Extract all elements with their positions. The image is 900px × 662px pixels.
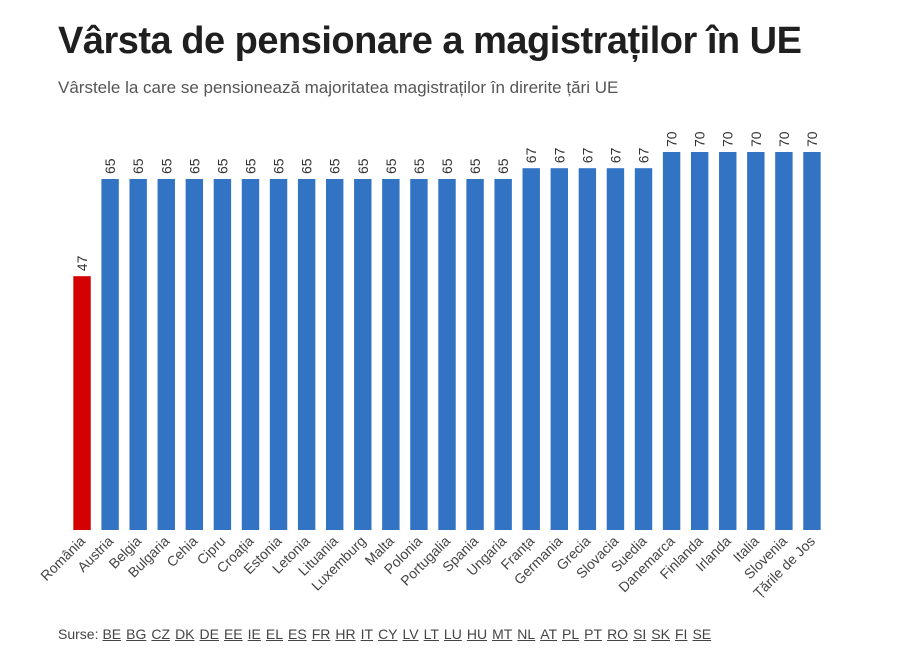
bar-value-label: 65	[214, 158, 230, 174]
bar-value-label: 67	[636, 147, 652, 163]
bar	[606, 168, 625, 530]
source-link-ro[interactable]: RO	[607, 626, 629, 642]
source-link-lu[interactable]: LU	[443, 626, 462, 642]
bar	[157, 179, 175, 530]
source-link-lt[interactable]: LT	[423, 626, 439, 642]
source-link-dk[interactable]: DK	[175, 626, 195, 642]
bar	[73, 276, 91, 530]
source-link-sk[interactable]: SK	[651, 626, 670, 642]
bar-value-label: 65	[467, 158, 483, 174]
source-link-el[interactable]: EL	[265, 626, 284, 642]
bar	[185, 179, 204, 530]
bar-value-label: 65	[411, 158, 427, 174]
bar-value-label: 70	[748, 131, 764, 147]
bar-value-label: 65	[102, 158, 118, 174]
bar-value-label: 65	[130, 158, 146, 174]
source-link-fr[interactable]: FR	[311, 626, 331, 642]
source-link-es[interactable]: ES	[288, 626, 307, 642]
bar	[410, 179, 428, 530]
bar	[719, 152, 737, 530]
bar-value-label: 65	[299, 158, 315, 174]
bar	[269, 179, 288, 530]
source-links: BE BG CZ DK DE EE IE EL ES FR HR IT CY LV LT LU HU MT NL AT…	[102, 626, 716, 642]
sources-label: Surse:	[58, 626, 99, 642]
bar-value-label: 65	[242, 158, 258, 174]
bar	[803, 152, 821, 530]
bar-value-label: 67	[607, 147, 623, 163]
source-link-mt[interactable]: MT	[492, 626, 513, 642]
chart-subtitle: Vârstele la care se pensionează majorita…	[58, 78, 619, 97]
source-link-at[interactable]: AT	[540, 626, 558, 642]
bar	[382, 179, 400, 530]
source-link-cz[interactable]: CZ	[151, 626, 171, 642]
bar	[775, 152, 793, 530]
bar-value-label: 70	[804, 131, 820, 147]
sources-footer: Surse: BE BG CZ DK DE EE IE EL ES FR HR IT CY LV LT LU HU…	[58, 626, 716, 642]
source-link-cy[interactable]: CY	[378, 626, 398, 642]
source-link-hr[interactable]: HR	[335, 626, 356, 642]
source-link-be[interactable]: BE	[102, 626, 122, 642]
source-link-ie[interactable]: IE	[247, 626, 261, 642]
source-link-pt[interactable]: PT	[584, 626, 603, 642]
source-link-hu[interactable]: HU	[466, 626, 488, 642]
bar	[241, 179, 260, 530]
bar-value-label: 65	[495, 158, 511, 174]
source-link-si[interactable]: SI	[633, 626, 647, 642]
source-link-lv[interactable]: LV	[402, 626, 419, 642]
bar	[466, 179, 484, 530]
source-link-pl[interactable]: PL	[562, 626, 580, 642]
bar	[326, 179, 344, 530]
bar-value-label: 65	[439, 158, 455, 174]
source-link-de[interactable]: DE	[199, 626, 219, 642]
source-link-fi[interactable]: FI	[674, 626, 688, 642]
bar	[213, 179, 232, 530]
bar-value-label: 67	[579, 147, 595, 163]
bar	[747, 152, 765, 530]
bar	[522, 168, 540, 530]
bar-value-label: 70	[692, 131, 708, 147]
bar	[494, 179, 512, 530]
bar	[690, 152, 709, 530]
bar-value-label: 70	[776, 131, 792, 147]
bar	[578, 168, 597, 530]
bar-value-label: 67	[523, 147, 539, 163]
source-link-nl[interactable]: NL	[517, 626, 536, 642]
bar-value-label: 70	[664, 131, 680, 147]
bar	[550, 168, 568, 530]
bar-value-label: 65	[158, 158, 174, 174]
bar	[634, 168, 653, 530]
source-link-ee[interactable]: EE	[223, 626, 243, 642]
chart-title: Vârsta de pensionare a magistraților în …	[58, 20, 802, 62]
bar-value-label: 65	[271, 158, 287, 174]
bar-value-label: 67	[551, 147, 567, 163]
source-link-bg[interactable]: BG	[126, 626, 147, 642]
bar	[438, 179, 456, 530]
source-link-se[interactable]: SE	[692, 626, 712, 642]
bar-value-label: 65	[355, 158, 371, 174]
source-link-it[interactable]: IT	[360, 626, 374, 642]
bar	[354, 179, 372, 530]
bar-value-label: 47	[74, 255, 90, 271]
bar	[297, 179, 316, 530]
category-label: Cehia	[163, 533, 200, 570]
bar-value-label: 70	[720, 131, 736, 147]
bar	[662, 152, 681, 530]
bar	[101, 179, 119, 530]
bar	[129, 179, 147, 530]
bar-value-label: 65	[383, 158, 399, 174]
bar-value-label: 65	[327, 158, 343, 174]
bar-value-label: 65	[186, 158, 202, 174]
